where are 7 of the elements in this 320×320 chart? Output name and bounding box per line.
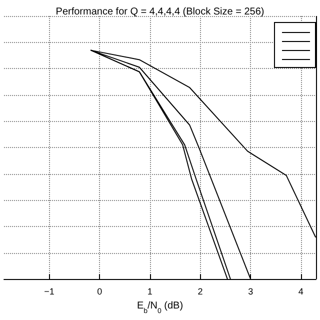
x-tick-label: 0 (97, 286, 102, 297)
chart-title: Performance for Q = 4,4,4,4 (Block Size = 256) (56, 6, 264, 18)
x-tick-label: 2 (198, 286, 203, 297)
x-tick-label: 3 (248, 286, 254, 297)
x-tick-label: −1 (44, 286, 54, 297)
x-tick-label: 4 (298, 286, 304, 297)
x-tick-label: 1 (147, 286, 152, 297)
